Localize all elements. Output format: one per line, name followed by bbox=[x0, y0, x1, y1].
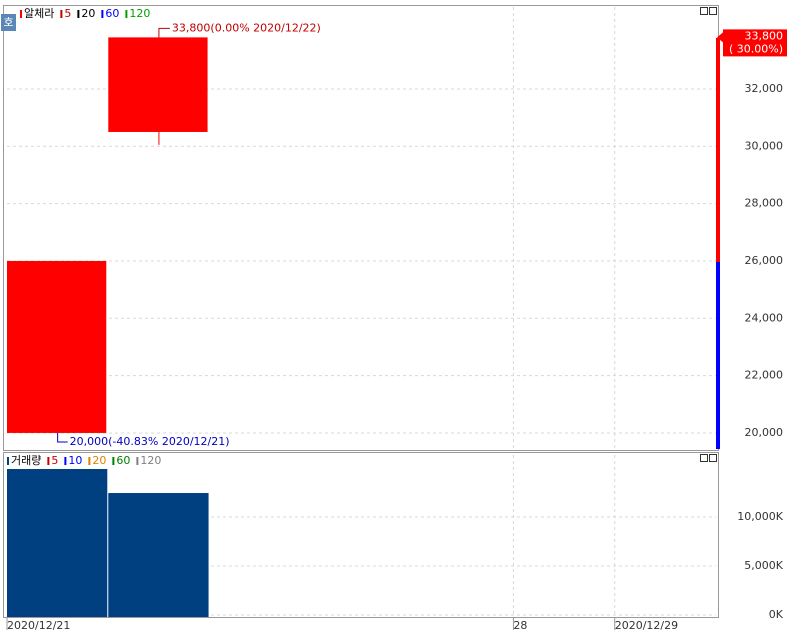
legend-item: 5 bbox=[64, 7, 71, 20]
candle-body bbox=[108, 37, 208, 132]
legend-item: 120 bbox=[140, 454, 161, 467]
legend-item: 60 bbox=[105, 7, 119, 20]
legend-marker bbox=[125, 10, 128, 18]
legend-marker bbox=[88, 457, 91, 465]
volume-panel bbox=[3, 452, 719, 618]
legend-item: 5 bbox=[51, 454, 58, 467]
y-tick-label: 30,000 bbox=[745, 139, 784, 152]
x-tick-label: 28 bbox=[513, 619, 527, 632]
legend-marker bbox=[7, 457, 9, 465]
max-annotation: 33,800(0.00% 2020/12/22) bbox=[172, 21, 321, 34]
max-pointer bbox=[158, 27, 170, 38]
y-tick-label: 24,000 bbox=[745, 311, 784, 324]
close-button[interactable] bbox=[709, 454, 717, 462]
range-bar-up bbox=[716, 38, 720, 262]
legend-marker bbox=[136, 457, 139, 465]
x-tick-label: 2020/12/21 bbox=[7, 619, 70, 632]
y-tick-label: 0K bbox=[769, 608, 784, 621]
legend-title: 거래량 bbox=[11, 454, 41, 467]
panel-buttons[interactable] bbox=[700, 7, 717, 462]
y-tick-label: 32,000 bbox=[745, 82, 784, 95]
current-price: 33,800 bbox=[745, 29, 784, 42]
legend-marker bbox=[101, 10, 104, 18]
y-tick-label: 22,000 bbox=[745, 369, 784, 382]
legend-marker bbox=[112, 457, 115, 465]
volume-bar bbox=[7, 469, 108, 617]
legend-marker bbox=[77, 10, 80, 18]
y-tick-label: 28,000 bbox=[745, 197, 784, 210]
volume-bar bbox=[108, 493, 209, 617]
min-annotation: 20,000(-40.83% 2020/12/21) bbox=[70, 435, 230, 448]
y-tick-label: 20,000 bbox=[745, 426, 784, 439]
maximize-button[interactable] bbox=[700, 454, 708, 462]
legend-marker bbox=[64, 457, 67, 465]
y-tick-label: 10,000K bbox=[737, 510, 783, 523]
candle-body bbox=[7, 260, 107, 433]
y-tick-label: 5,000K bbox=[744, 559, 783, 572]
current-price-box bbox=[723, 29, 787, 57]
legend-item: 10 bbox=[68, 454, 82, 467]
legend-marker bbox=[60, 10, 63, 18]
range-bar-down bbox=[716, 262, 720, 449]
badge-box bbox=[1, 14, 16, 31]
legend-marker bbox=[20, 10, 22, 18]
y-tick-label: 26,000 bbox=[745, 254, 784, 267]
current-change: ( 30.00%) bbox=[729, 42, 783, 55]
legend-item: 20 bbox=[92, 454, 106, 467]
legend-item: 120 bbox=[129, 7, 150, 20]
current-price-marker bbox=[717, 32, 723, 43]
legend-item: 20 bbox=[81, 7, 95, 20]
legend-title: 알체라 bbox=[24, 6, 54, 20]
badge: 호 bbox=[3, 16, 13, 29]
legend-marker bbox=[47, 457, 50, 465]
close-button[interactable] bbox=[709, 7, 717, 15]
min-pointer bbox=[57, 432, 68, 443]
x-tick-label: 2020/12/29 bbox=[615, 619, 678, 632]
legend-item: 60 bbox=[116, 454, 130, 467]
maximize-button[interactable] bbox=[700, 7, 708, 15]
